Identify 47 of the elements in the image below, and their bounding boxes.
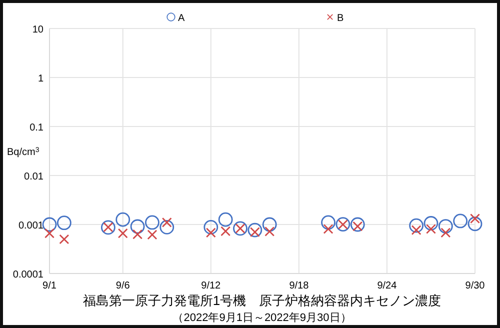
point <box>116 212 130 227</box>
text: （2022年9月1日～2022年9月30日） <box>172 312 352 324</box>
point <box>44 228 54 238</box>
point <box>233 221 248 236</box>
x-tick-label: 9/30 <box>465 280 486 292</box>
x-tick-label: 9/18 <box>289 280 310 292</box>
legend-label: A <box>178 13 185 24</box>
point <box>130 219 145 234</box>
point <box>118 228 128 238</box>
y-tick-label: 0.01 <box>24 172 44 182</box>
x-tick-label: 9/24 <box>377 280 398 292</box>
point <box>453 214 468 228</box>
point <box>218 212 233 227</box>
point <box>147 230 158 240</box>
point <box>132 229 143 240</box>
y-tick-label: 0.0001 <box>12 270 44 280</box>
point <box>145 215 160 230</box>
point <box>204 220 218 234</box>
y-axis-title: Bq/cm$^{3}$ <box>7 146 40 158</box>
x-tick-label: 9/1 <box>42 280 57 292</box>
point <box>59 234 70 244</box>
point <box>336 217 350 232</box>
point <box>42 217 57 232</box>
point <box>438 219 453 234</box>
y-tick-label: 10 <box>32 24 44 36</box>
point <box>323 224 334 234</box>
point <box>409 218 424 233</box>
point <box>248 222 262 238</box>
point <box>206 228 216 238</box>
y-tick-label: 0.1 <box>30 122 44 134</box>
point <box>468 216 482 232</box>
point <box>220 226 231 236</box>
point <box>426 224 436 234</box>
legend-label: B <box>337 13 344 24</box>
point <box>160 220 174 234</box>
point <box>56 216 72 230</box>
point <box>262 217 277 232</box>
point <box>440 228 451 238</box>
x-tick-label: 9/12 <box>201 280 222 292</box>
point <box>350 217 365 232</box>
point <box>321 215 336 230</box>
point <box>264 226 275 236</box>
y-tick-label: 1 <box>38 74 44 84</box>
y-tick-label: 0.001 <box>18 220 44 232</box>
x-tick-label: 9/6 <box>116 280 130 292</box>
text: 福島第一原子力発電所1号機 原子炉格納容器内キセノン濃度 <box>82 293 442 308</box>
point <box>424 216 438 230</box>
